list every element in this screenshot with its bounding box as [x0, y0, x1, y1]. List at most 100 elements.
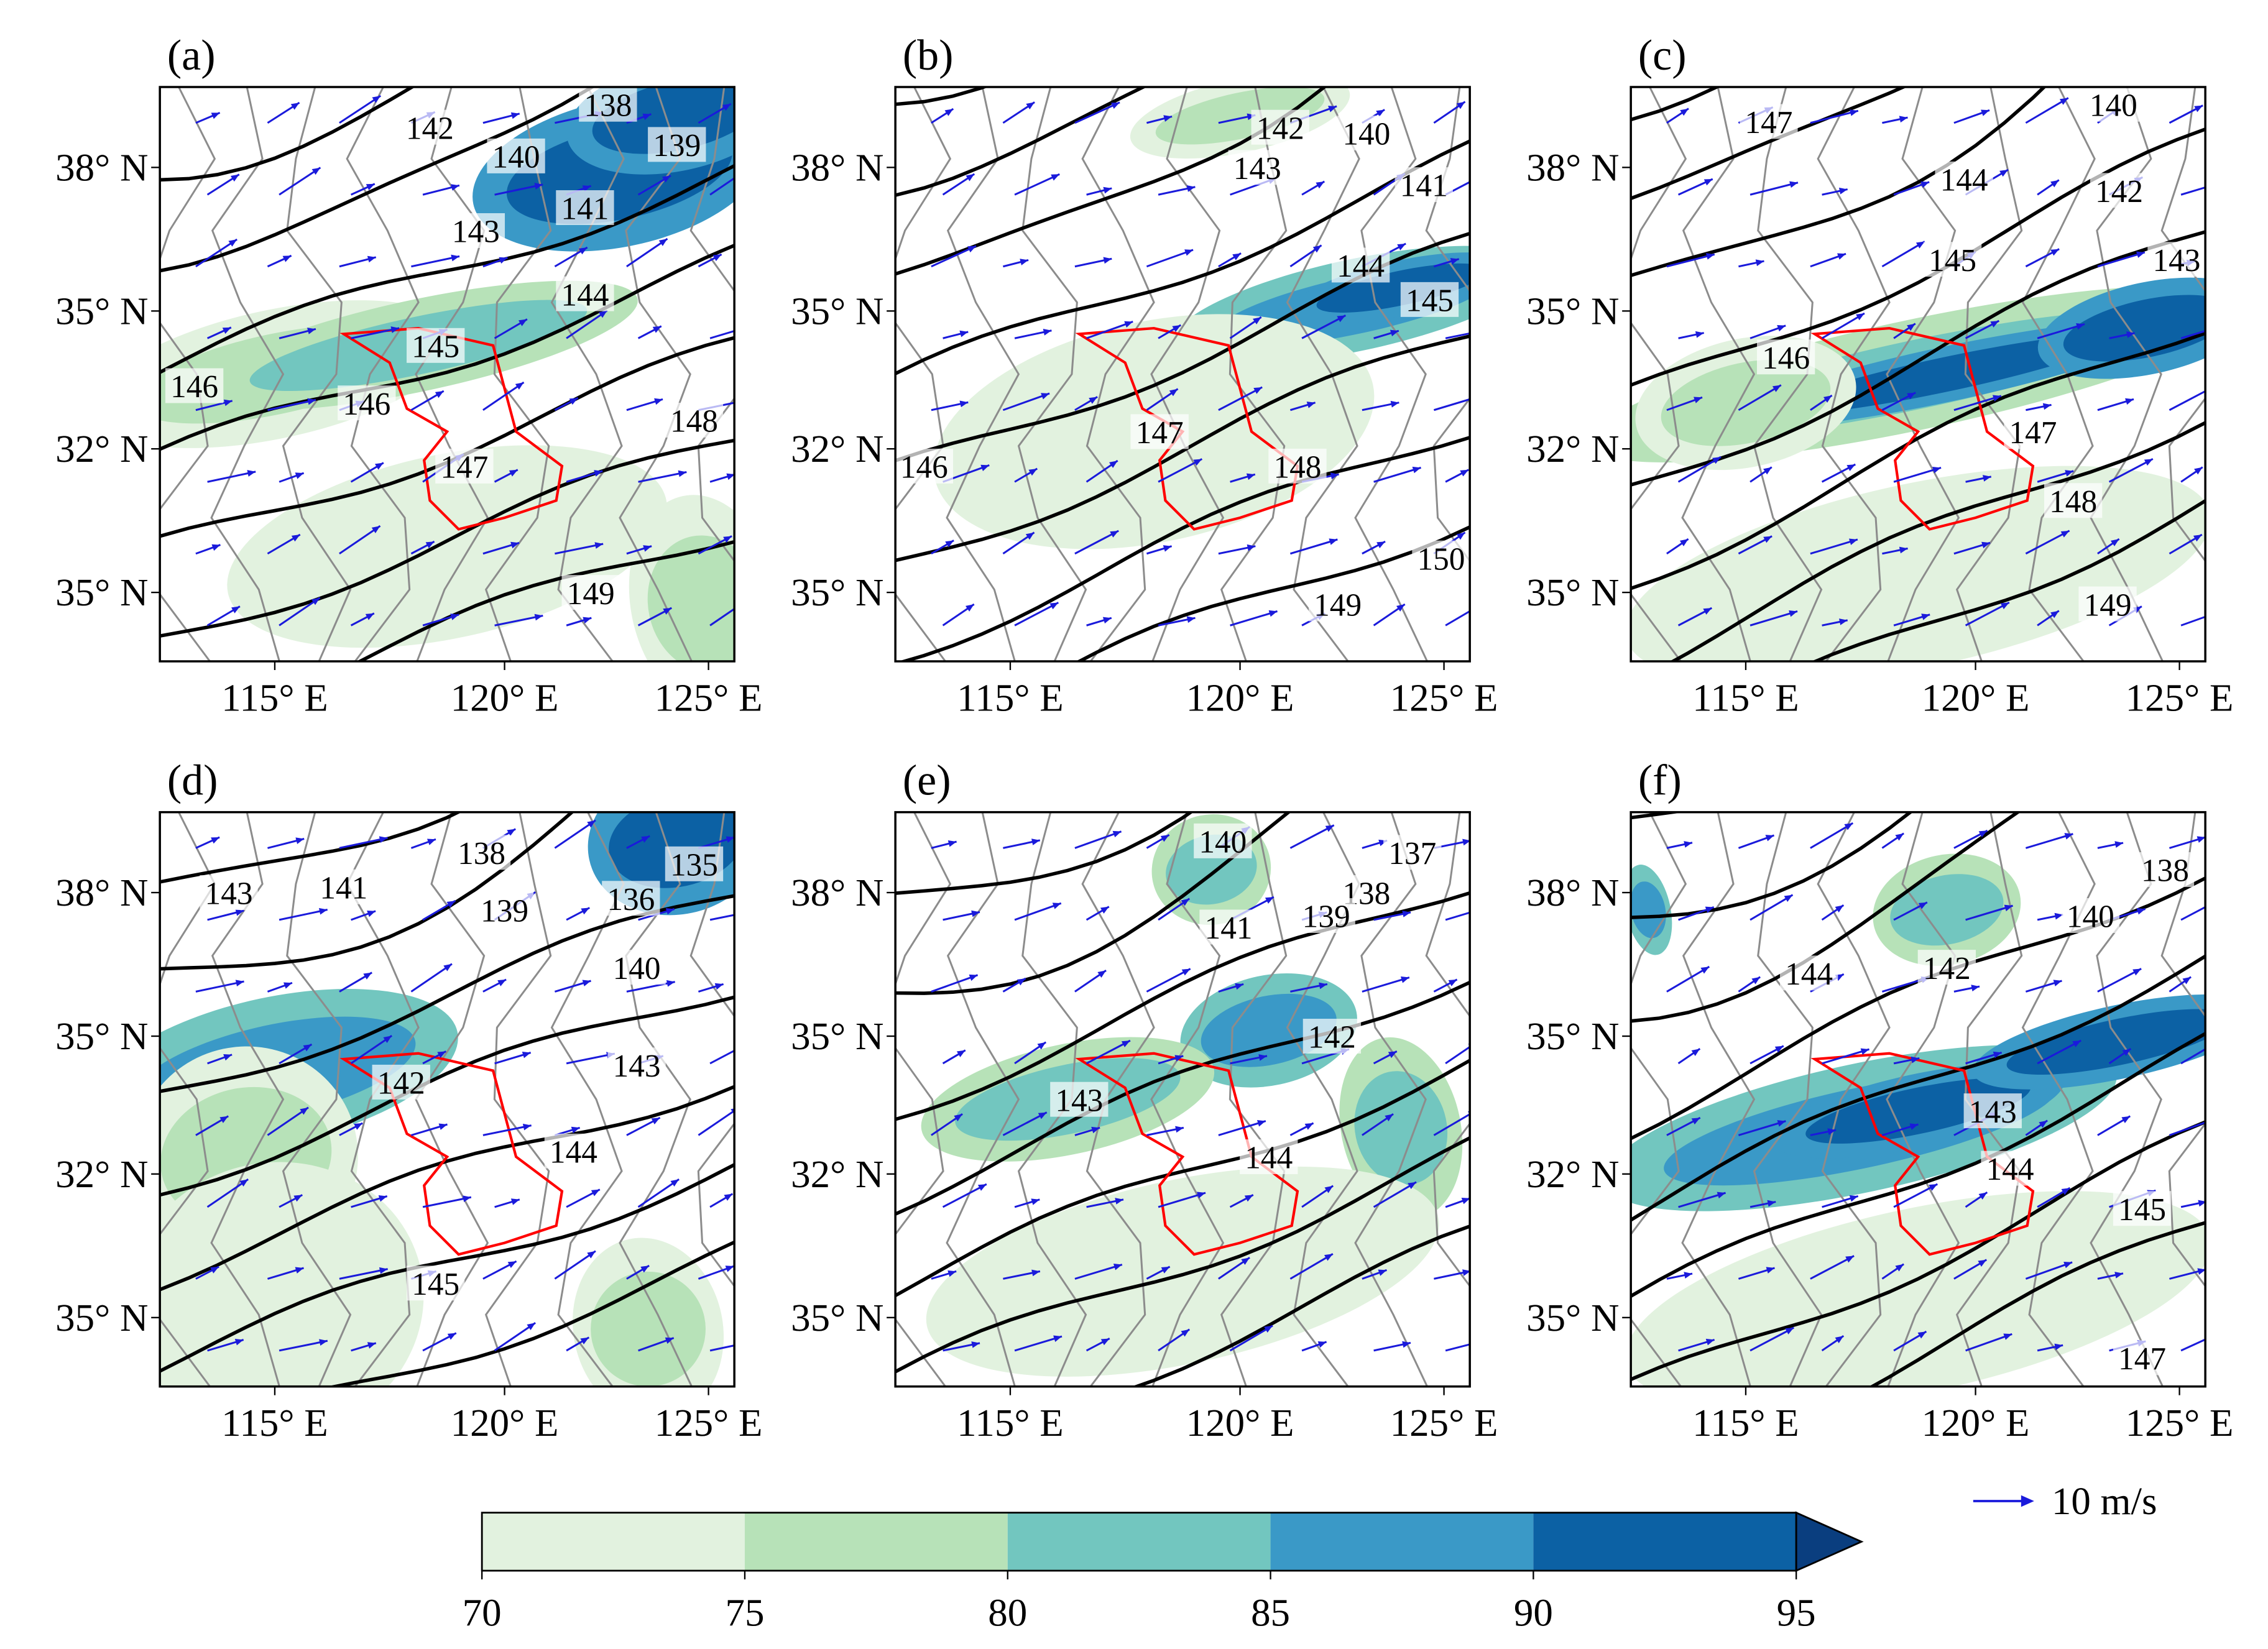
- wind-vector: [1666, 253, 1715, 268]
- wind-vector-head: [1025, 532, 1035, 540]
- contour-label: 140: [2067, 899, 2114, 935]
- wind-vector-head: [1474, 329, 1483, 336]
- wind-vector-head: [658, 239, 668, 246]
- wind-vector-head: [1113, 1264, 1122, 1270]
- contour-line: [1631, 1120, 2206, 1381]
- lat-label: 38° N: [791, 871, 883, 914]
- contour-label: 140: [492, 140, 540, 175]
- lon-label: 115° E: [1692, 676, 1799, 719]
- shading: [1155, 87, 1325, 145]
- lon-label: 125° E: [1390, 676, 1498, 719]
- contour-label-bg: [1240, 1139, 1298, 1175]
- wind-vector-head: [1684, 1272, 1693, 1279]
- lat-label: 35° N: [1526, 289, 1619, 333]
- map-content: 142 143 140 141 144 145 147 148 146 149 150: [895, 87, 1488, 661]
- wind-vector-head: [954, 1114, 963, 1122]
- wind-vector-head: [1016, 978, 1026, 986]
- wind-vector-head: [582, 980, 591, 986]
- lat-label: 32° N: [55, 427, 148, 471]
- wind-vector-head: [1838, 187, 1848, 195]
- wind-vector-head: [1765, 835, 1774, 842]
- wind-vector-head: [580, 1337, 589, 1344]
- wind-vector-head: [282, 255, 292, 262]
- wind-vector-head: [1480, 600, 1488, 607]
- wind-vector-head: [371, 526, 380, 533]
- wind-vector-head: [2194, 467, 2203, 475]
- wind-vector: [1445, 332, 1470, 339]
- contour-label-bg: [2136, 852, 2195, 888]
- contour-label: 144: [550, 1134, 597, 1170]
- contour-label: 143: [1969, 1095, 2017, 1130]
- wind-vector-head: [965, 604, 974, 612]
- wind-vector: [1677, 456, 1722, 483]
- province-boundary: [550, 87, 625, 661]
- contour-line: [895, 891, 1470, 1121]
- contour-label: 146: [170, 369, 218, 405]
- contour-line: [895, 1059, 1470, 1297]
- wind-vector-head: [1306, 402, 1316, 408]
- wind-vector-head: [2193, 535, 2202, 542]
- contour-label: 149: [1314, 587, 1362, 623]
- contour-label: 141: [1400, 168, 1448, 204]
- wind-vector-head: [1163, 115, 1173, 122]
- wind-vector-head: [372, 96, 381, 103]
- wind-vector-head: [1115, 1198, 1124, 1205]
- wind-vector: [942, 1183, 987, 1208]
- wind-vector-head: [1915, 241, 1925, 249]
- contour-line: [160, 812, 463, 884]
- wind-vector-head: [1388, 1051, 1397, 1059]
- contour-label: 142: [2095, 174, 2143, 209]
- wind-vector: [1965, 904, 2014, 921]
- contour-label-bg: [1917, 950, 1976, 985]
- colorbar-tick-label: 75: [725, 1591, 764, 1635]
- wind-vector-head: [211, 113, 220, 119]
- wind-vector-head: [2054, 912, 2063, 920]
- wind-vector-head: [735, 1046, 744, 1053]
- wind-vector-head: [971, 1341, 980, 1348]
- lat-label: 38° N: [1526, 871, 1619, 914]
- wind-vector-head: [2054, 1343, 2063, 1351]
- wind-vector-head: [363, 972, 372, 980]
- shading: [985, 1201, 1380, 1342]
- panel-label: (c): [1638, 32, 1687, 80]
- wind-vector-head: [1911, 1056, 1920, 1063]
- province-boundary: [415, 87, 489, 661]
- wind-vector-head: [1103, 186, 1112, 194]
- wind-vector-head: [1461, 1198, 1470, 1205]
- wind-vector-head: [1907, 392, 1916, 400]
- contour-label: 143: [1233, 151, 1281, 186]
- lat-label: 32° N: [55, 1152, 148, 1196]
- wind-vector-head: [1860, 1048, 1869, 1055]
- contour-line: [895, 334, 1470, 563]
- wind-vector-head: [2136, 907, 2146, 915]
- region-outline: [1075, 326, 1299, 531]
- shading: [1201, 993, 1337, 1067]
- wind-vector-head: [522, 1123, 532, 1131]
- contour-label: 144: [561, 277, 609, 313]
- wind-vector-head: [1920, 181, 1930, 188]
- contour-label-bg: [1935, 161, 1993, 196]
- wind-vector: [637, 1178, 680, 1208]
- wind-vector-head: [726, 836, 735, 843]
- reference-vector-label: 10 m/s: [2052, 1479, 2157, 1523]
- wind-vector: [482, 1124, 532, 1136]
- lat-label: 35° N: [55, 1014, 148, 1058]
- wind-vector-head: [510, 112, 520, 119]
- wind-vector: [2025, 1261, 2073, 1280]
- colorbar-bin: [482, 1512, 745, 1571]
- wind-vector: [1218, 1120, 1266, 1136]
- lat-label: 35° N: [1526, 1296, 1619, 1339]
- wind-vector-head: [443, 963, 452, 971]
- wind-vector-head: [2197, 836, 2206, 843]
- contour-label-bg: [2061, 898, 2120, 933]
- wind-vector-head: [1043, 329, 1052, 336]
- contour-label-bg: [1394, 167, 1453, 203]
- contour-label: 138: [2141, 853, 2189, 889]
- contour-label-bg: [1130, 414, 1189, 449]
- wind-vector-head: [1691, 1118, 1700, 1125]
- contour-label-bg: [2147, 242, 2206, 277]
- wind-vector-head: [969, 974, 978, 981]
- wind-vector-head: [1051, 174, 1060, 181]
- wind-vector-head: [1111, 102, 1120, 109]
- wind-vector: [2169, 1121, 2206, 1136]
